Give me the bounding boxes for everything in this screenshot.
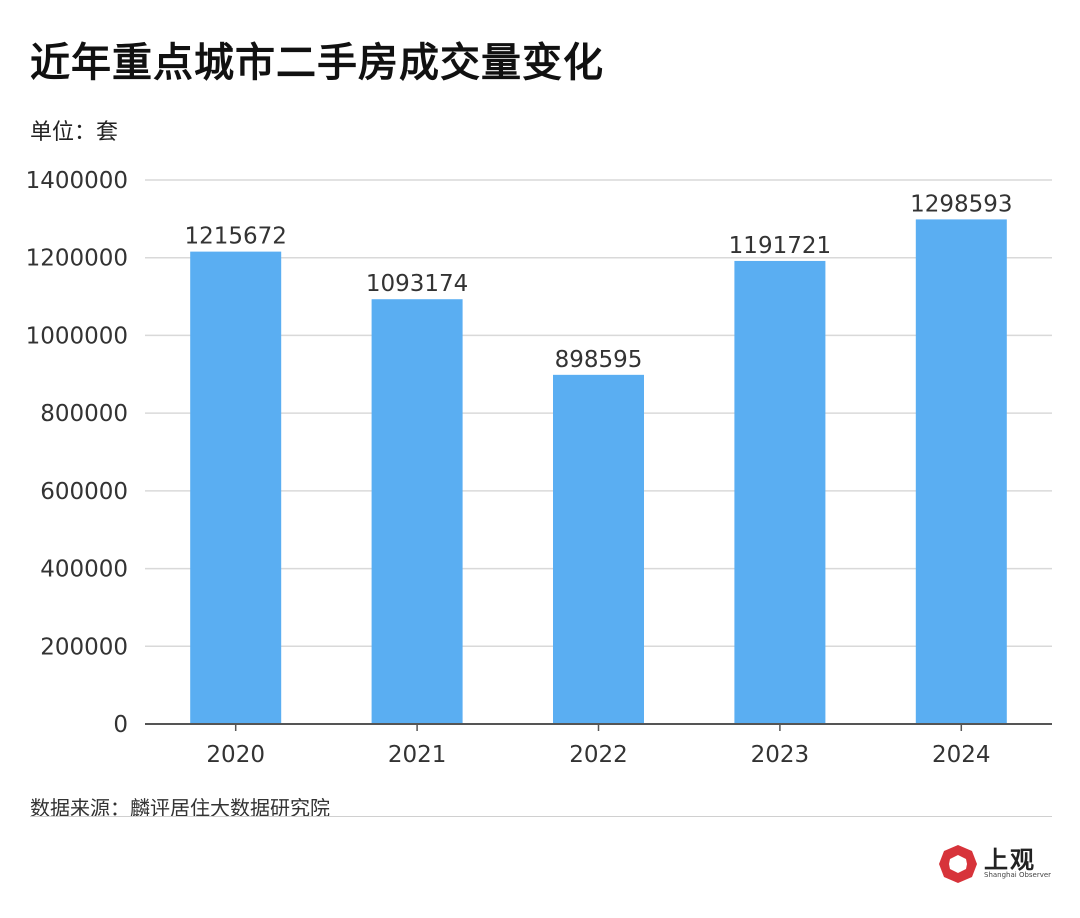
bar-2021 [371, 299, 463, 724]
y-tick-label: 600000 [40, 479, 128, 505]
unit-label: 单位：套 [30, 120, 119, 145]
bar-2023 [734, 260, 826, 724]
data-labels: 1215672 1093174 898595 1191721 1298593 [184, 191, 1012, 372]
data-label-2024: 1298593 [910, 191, 1012, 217]
y-tick-label: 1200000 [26, 246, 128, 272]
data-label-2020: 1215672 [184, 224, 286, 250]
x-tick-label: 2020 [206, 742, 265, 768]
publisher-logo: 上观 Shanghai Observer [938, 840, 1052, 884]
logo-text: 上观 [984, 845, 1036, 874]
divider [30, 816, 1052, 817]
bar-2020 [190, 251, 282, 725]
y-tick-label: 200000 [40, 634, 128, 660]
x-tick-label: 2022 [569, 742, 628, 768]
x-tick-label: 2021 [388, 742, 447, 768]
y-tick-label: 0 [113, 712, 128, 738]
axes: 0 200000 400000 600000 800000 1000000 1200000 1… [26, 168, 1052, 768]
x-tick-label: 2024 [932, 742, 991, 768]
x-tick-label: 2023 [751, 742, 810, 768]
chart-title: 近年重点城市二手房成交量变化 [30, 40, 604, 86]
y-tick-label: 400000 [40, 557, 128, 583]
y-tick-label: 1400000 [26, 168, 128, 194]
bars [190, 219, 1007, 725]
bar-chart: 0 200000 400000 600000 800000 1000000 1200000 1… [26, 168, 1052, 768]
data-label-2022: 898595 [555, 347, 643, 373]
data-label-2021: 1093174 [366, 271, 468, 297]
y-tick-label: 800000 [40, 401, 128, 427]
bar-2024 [915, 219, 1007, 724]
shanghai-observer-logo-icon [939, 845, 977, 883]
data-label-2023: 1191721 [729, 233, 831, 259]
logo-subtitle: Shanghai Observer [984, 871, 1052, 879]
y-tick-label: 1000000 [26, 323, 128, 349]
bar-2022 [553, 374, 644, 724]
